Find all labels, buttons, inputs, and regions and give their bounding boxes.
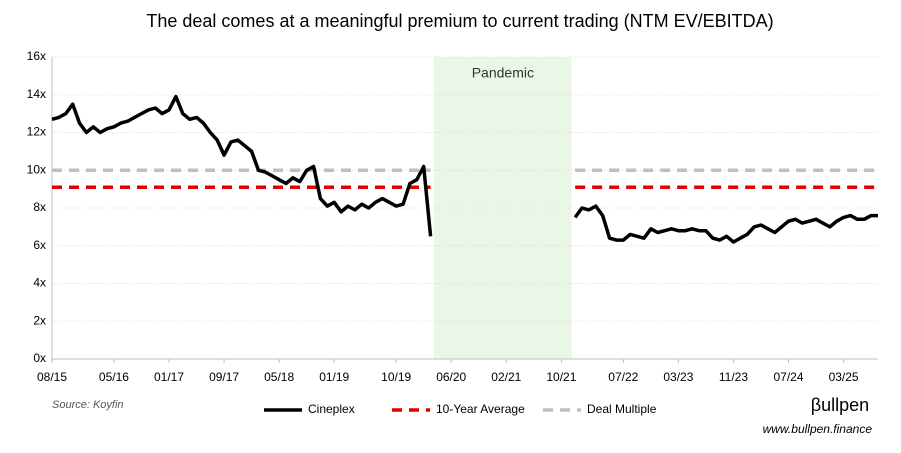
x-tick-label: 01/19	[319, 370, 349, 384]
x-tick-label: 07/22	[608, 370, 638, 384]
region-label: Pandemic	[472, 65, 534, 81]
x-tick-label: 02/21	[491, 370, 521, 384]
x-tick-label: 05/16	[99, 370, 129, 384]
legend: Cineplex 10-Year Average Deal Multiple	[264, 402, 657, 416]
x-tick-label: 09/17	[209, 370, 239, 384]
y-tick-label: 2x	[33, 313, 46, 327]
source: Source: Koyfin	[52, 399, 124, 411]
legend-label: Cineplex	[308, 402, 355, 416]
url: www.bullpen.finance	[763, 422, 873, 436]
x-tick-label: 03/25	[829, 370, 859, 384]
y-tick-label: 0x	[33, 351, 46, 365]
x-tick-label: 10/19	[381, 370, 411, 384]
legend-label: Deal Multiple	[587, 402, 657, 416]
y-tick-label: 10x	[27, 162, 46, 176]
x-tick-label: 05/18	[264, 370, 294, 384]
x-tick-label: 10/21	[546, 370, 576, 384]
y-tick-label: 6x	[33, 238, 46, 252]
x-tick-label: 11/23	[719, 370, 748, 384]
x-tick-label: 01/17	[154, 370, 184, 384]
legend-label: 10-Year Average	[436, 402, 525, 416]
brand: βullpen	[811, 395, 869, 415]
y-tick-label: 12x	[27, 125, 46, 139]
y-tick-label: 16x	[27, 49, 46, 63]
chart-title: The deal comes at a meaningful premium t…	[146, 11, 773, 31]
y-tick-label: 4x	[33, 276, 46, 290]
data-line	[51, 94, 878, 244]
y-tick-label: 8x	[33, 200, 46, 214]
x-tick-label: 07/24	[774, 370, 804, 384]
y-tick-label: 14x	[27, 87, 46, 101]
x-tick-label: 03/23	[663, 370, 693, 384]
x-tick-label: 06/20	[436, 370, 466, 384]
x-tick-label: 08/15	[37, 370, 67, 384]
